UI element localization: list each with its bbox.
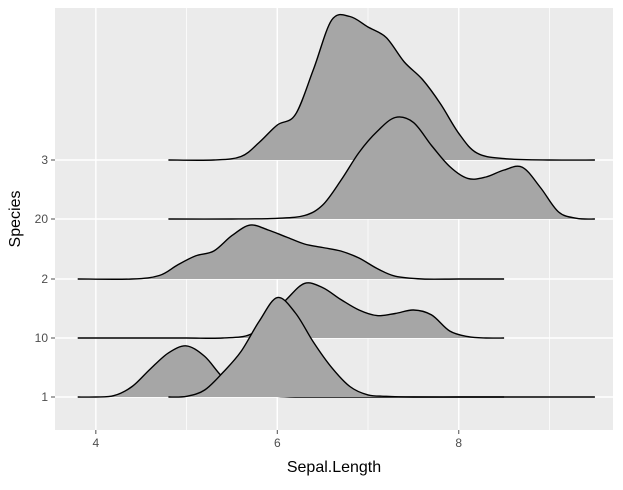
x-tick-label: 4 <box>92 436 99 450</box>
ridge-fill-20 <box>168 116 595 220</box>
ridge-line-2 <box>77 224 505 280</box>
ridge-line-10 <box>77 282 505 339</box>
x-axis-title: Sepal.Length <box>287 459 381 476</box>
ridge-line-1 <box>168 296 595 398</box>
y-tick-label: 1 <box>41 390 48 404</box>
y-tick-label: 2 <box>41 272 48 286</box>
ridge-fill-2 <box>77 224 505 280</box>
ridge-line-20 <box>168 116 595 220</box>
y-tick-label: 3 <box>41 153 48 167</box>
x-tick-label: 8 <box>455 436 462 450</box>
ridges <box>77 13 595 398</box>
y-tick-label: 20 <box>35 212 49 226</box>
x-tick-label: 6 <box>274 436 281 450</box>
ridge-fill-1 <box>168 297 595 398</box>
ridge-line-3 <box>168 13 595 161</box>
ridge-fill-1 <box>77 345 505 398</box>
y-tick-label: 10 <box>35 331 49 345</box>
ridge-fill-3 <box>168 14 595 161</box>
y-axis-title: Species <box>7 191 24 248</box>
axes: 4 6 8 1 10 2 20 3 <box>35 153 463 450</box>
